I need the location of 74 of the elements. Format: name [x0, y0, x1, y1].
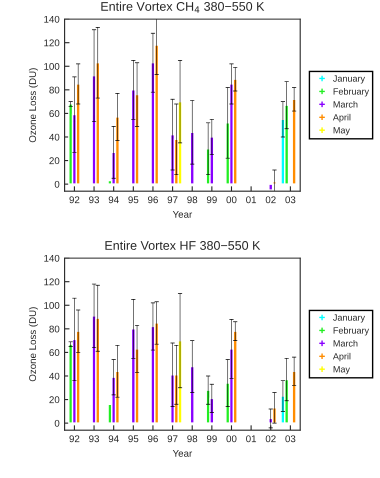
x-tick-label: 97: [168, 435, 178, 442]
bar: [284, 378, 290, 424]
legend-label: March: [334, 100, 358, 108]
x-tick-label: 93: [89, 435, 100, 442]
x-tick-label: 96: [148, 435, 158, 442]
bar: [284, 104, 290, 185]
x-tick-label: 95: [128, 196, 138, 204]
bar: [232, 330, 238, 424]
x-tick-label: 02: [266, 435, 276, 442]
y-tick-label: 20: [49, 396, 60, 404]
y-tick-label: 140: [44, 254, 60, 262]
legend-label: February: [334, 327, 370, 336]
x-tick-label: 01: [246, 196, 256, 204]
y-tick-label: 60: [49, 110, 60, 118]
x-tick-label: 98: [187, 196, 198, 204]
bar: [209, 136, 214, 185]
x-tick-label: 94: [108, 196, 119, 204]
legend-label: March: [334, 340, 358, 347]
y-tick-label: 60: [49, 349, 60, 356]
bar: [268, 183, 274, 191]
bar: [190, 366, 195, 424]
y-tick-label: 80: [49, 86, 60, 94]
x-tick-label: 98: [187, 435, 198, 442]
y-axis-title: Ozone Loss (DU): [28, 68, 38, 142]
y-tick-label: 120: [44, 278, 60, 286]
x-tick-label: 97: [168, 196, 178, 204]
x-tick-label: 01: [246, 435, 256, 442]
y-tick-label: 80: [49, 326, 60, 332]
x-tick-label: 02: [266, 196, 276, 204]
bar: [232, 78, 238, 185]
x-tick-label: 00: [226, 435, 237, 442]
bar: [76, 330, 81, 424]
chart-title: Entire Vortex HF 380−550 K: [105, 240, 260, 250]
bar: [292, 98, 297, 185]
bar: [114, 116, 120, 185]
bar: [190, 132, 195, 185]
x-tick-label: 92: [69, 435, 80, 442]
x-tick-label: 93: [89, 196, 100, 204]
x-tick-label: 03: [285, 435, 296, 442]
bar: [76, 83, 81, 185]
y-tick-label: 0: [54, 180, 60, 188]
y-tick-label: 40: [49, 134, 60, 141]
x-tick-label: 03: [285, 196, 296, 204]
x-tick-label: 99: [206, 196, 217, 204]
legend-label: April: [332, 114, 350, 122]
x-tick-label: 96: [148, 196, 158, 204]
x-tick-label: 94: [108, 435, 119, 442]
x-tick-label: 95: [128, 435, 138, 442]
bar: [292, 370, 297, 424]
y-tick-label: 100: [44, 302, 60, 309]
y-tick-label: 100: [44, 63, 60, 70]
bar: [154, 44, 160, 185]
x-tick-label: 99: [206, 435, 217, 442]
x-axis-title: Year: [172, 211, 192, 218]
y-tick-label: 20: [49, 157, 60, 164]
x-tick-label: 00: [226, 196, 237, 204]
bar: [154, 322, 160, 424]
bar: [114, 370, 120, 424]
y-tick-label: 40: [49, 372, 60, 380]
y-tick-label: 120: [44, 39, 60, 46]
x-tick-label: 92: [69, 196, 80, 204]
x-axis-title: Year: [172, 450, 192, 457]
bar: [95, 318, 100, 424]
chart-title: Entire Vortex CH$_{4}$ 380−550 K: [101, 2, 264, 13]
legend-label: May: [334, 127, 350, 136]
y-tick-label: 0: [54, 420, 60, 427]
legend-label: February: [334, 88, 370, 96]
legend-label: January: [333, 314, 365, 323]
y-axis-title: Ozone Loss (DU): [28, 307, 38, 382]
legend-label: April: [332, 352, 350, 362]
legend-label: May: [334, 366, 350, 374]
y-tick-label: 140: [44, 16, 60, 23]
legend-label: January: [333, 75, 365, 84]
bar: [95, 62, 100, 185]
